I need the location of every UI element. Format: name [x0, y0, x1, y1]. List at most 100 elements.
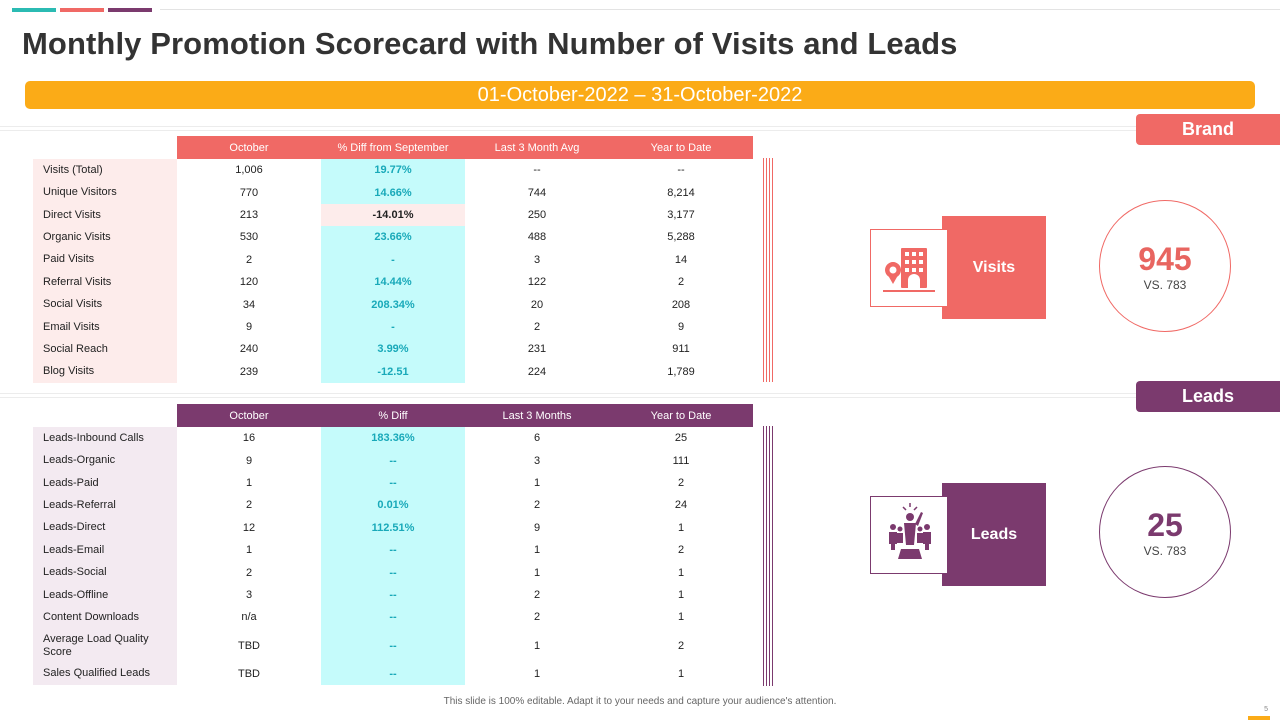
footer-note: This slide is 100% editable. Adapt it to…	[443, 696, 837, 707]
diff-cell: -14.01%	[321, 203, 465, 227]
row-label: Content Downloads	[33, 606, 177, 629]
october-cell: 1,006	[235, 164, 263, 177]
visits-vertical-lines	[763, 158, 773, 382]
october-cell: 3	[245, 588, 253, 601]
ytd-cell: 2	[677, 276, 685, 289]
table-row: Social Reach 240 3.99% 231 911	[33, 338, 753, 361]
table-row: Paid Visits 2 - 3 14	[33, 248, 753, 271]
accent-bar-teal	[12, 8, 56, 12]
row-label: Leads-Paid	[33, 471, 177, 495]
diff-cell: --	[321, 606, 465, 629]
avg-cell: 2	[533, 320, 541, 333]
row-label: Email Visits	[33, 315, 177, 339]
diff-cell: 14.66%	[321, 181, 465, 204]
ytd-cell: 8,214	[667, 186, 695, 199]
avg-cell: 1	[533, 639, 541, 652]
header-october: October	[177, 404, 321, 427]
leads-metric-box: Leads	[942, 483, 1046, 586]
diff-cell: 112.51%	[321, 516, 465, 539]
october-cell: 2	[245, 499, 253, 512]
leads-table-body: Leads-Inbound Calls 16 183.36% 6 25 Leads-Org…	[33, 427, 753, 685]
diff-cell: --	[321, 471, 465, 495]
table-header-row: October % Diff Last 3 Months Year to Dat…	[33, 404, 753, 427]
ytd-cell: 2	[677, 639, 685, 652]
ytd-cell: 1	[677, 521, 685, 534]
ytd-cell: 9	[677, 320, 685, 333]
visits-metric-box: Visits	[942, 216, 1046, 319]
avg-cell: 1	[533, 476, 541, 489]
table-row: Unique Visitors 770 14.66% 744 8,214	[33, 181, 753, 204]
ytd-cell: 1,789	[667, 365, 695, 378]
diff-cell: --	[321, 662, 465, 685]
october-cell: 2	[245, 253, 253, 266]
visits-scorecard-table: October % Diff from September Last 3 Mon…	[33, 136, 753, 383]
diff-cell: --	[321, 583, 465, 607]
october-cell: 240	[239, 343, 259, 356]
row-label: Social Visits	[33, 293, 177, 316]
visits-comparison: VS. 783	[1143, 278, 1187, 292]
row-label: Leads-Offline	[33, 583, 177, 607]
diff-cell: 23.66%	[321, 226, 465, 249]
october-cell: n/a	[241, 611, 257, 624]
table-header-row: October % Diff from September Last 3 Mon…	[33, 136, 753, 159]
avg-cell: 744	[527, 186, 547, 199]
table-row: Average Load Quality Score TBD -- 1 2	[33, 628, 753, 663]
header-october: October	[177, 136, 321, 159]
diff-cell: -	[321, 248, 465, 271]
october-cell: 9	[245, 454, 253, 467]
ytd-cell: 1	[677, 588, 685, 601]
avg-cell: 488	[527, 231, 547, 244]
avg-cell: 2	[533, 611, 541, 624]
october-cell: TBD	[238, 639, 260, 652]
ytd-cell: 2	[677, 476, 685, 489]
avg-cell: 1	[533, 667, 541, 680]
ytd-cell: 14	[674, 253, 688, 266]
avg-cell: 2	[533, 499, 541, 512]
table-row: Leads-Offline 3 -- 2 1	[33, 583, 753, 607]
diff-cell: 183.36%	[321, 427, 465, 450]
row-label: Direct Visits	[33, 203, 177, 227]
october-cell: 2	[245, 566, 253, 579]
avg-cell: 224	[527, 365, 547, 378]
avg-cell: 1	[533, 544, 541, 557]
table-row: Direct Visits 213 -14.01% 250 3,177	[33, 203, 753, 227]
top-divider	[160, 9, 1280, 10]
avg-cell: 9	[533, 521, 541, 534]
ytd-cell: 3,177	[667, 208, 695, 221]
table-row: Sales Qualified Leads TBD -- 1 1	[33, 662, 753, 685]
ytd-cell: --	[677, 164, 685, 177]
table-row: Blog Visits 239 -12.51 224 1,789	[33, 360, 753, 383]
ytd-cell: 111	[672, 454, 690, 467]
diff-cell: --	[321, 561, 465, 584]
table-row: Leads-Organic 9 -- 3 111	[33, 449, 753, 472]
row-label: Paid Visits	[33, 248, 177, 271]
table-row: Leads-Social 2 -- 1 1	[33, 561, 753, 584]
avg-cell: 231	[527, 343, 547, 356]
diff-cell: 14.44%	[321, 270, 465, 294]
ytd-cell: 1	[677, 611, 685, 624]
row-label: Leads-Organic	[33, 449, 177, 472]
avg-cell: 20	[530, 298, 544, 311]
avg-cell: 122	[527, 276, 547, 289]
avg-cell: 6	[533, 432, 541, 445]
ytd-cell: 24	[674, 499, 688, 512]
table-row: Referral Visits 120 14.44% 122 2	[33, 270, 753, 294]
october-cell: 120	[239, 276, 259, 289]
table-row: Email Visits 9 - 2 9	[33, 315, 753, 339]
leads-comparison: VS. 783	[1143, 544, 1187, 558]
row-label: Visits (Total)	[33, 159, 177, 182]
leader-team-icon	[870, 496, 948, 574]
ytd-cell: 1	[677, 667, 685, 680]
section-divider	[0, 397, 1280, 398]
diff-cell: -	[321, 315, 465, 339]
october-cell: 34	[242, 298, 256, 311]
avg-cell: --	[533, 164, 541, 177]
table-row: Leads-Referral 2 0.01% 2 24	[33, 494, 753, 517]
visits-value-circle: 945 VS. 783	[1099, 200, 1231, 332]
row-label: Average Load Quality Score	[33, 628, 177, 663]
header-ytd: Year to Date	[609, 136, 753, 159]
diff-cell: 19.77%	[321, 159, 465, 182]
table-row: Visits (Total) 1,006 19.77% -- --	[33, 159, 753, 182]
october-cell: 213	[239, 208, 259, 221]
table-row: Organic Visits 530 23.66% 488 5,288	[33, 226, 753, 249]
